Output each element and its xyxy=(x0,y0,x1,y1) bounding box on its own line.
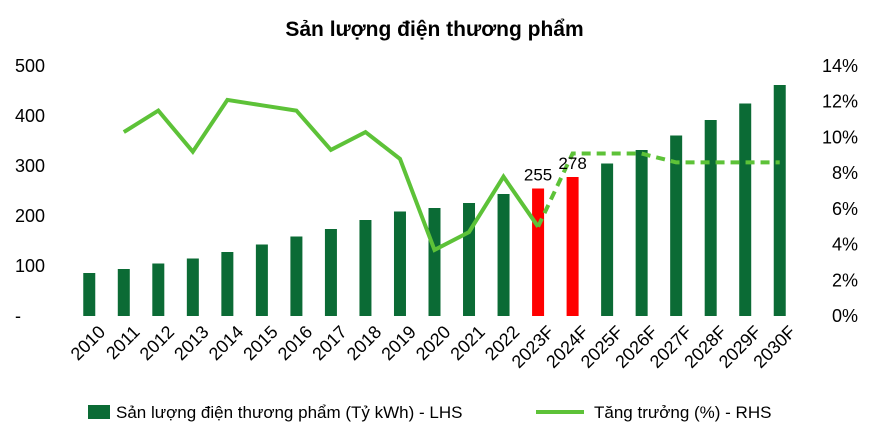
right-tick-label: 8% xyxy=(832,163,858,183)
right-tick-label: 6% xyxy=(832,199,858,219)
left-tick-label: 100 xyxy=(15,256,45,276)
legend: Sản lượng điện thương phẩm (Tỷ kWh) - LH… xyxy=(88,403,771,422)
x-tick-label: 2015 xyxy=(239,322,281,364)
legend-swatch-bar xyxy=(88,405,110,419)
bar-2028F xyxy=(704,120,717,316)
bar-2021 xyxy=(463,203,476,316)
x-tick-label: 2017 xyxy=(308,322,350,364)
right-axis: 0% 2% 4% 6% 8% 10% 12% 14% xyxy=(822,56,858,326)
bar-2012 xyxy=(152,263,165,316)
x-tick-label: 2018 xyxy=(343,322,385,364)
bar-2025F xyxy=(601,163,614,316)
bar-2011 xyxy=(117,269,130,316)
growth-line-series xyxy=(122,97,780,253)
legend-label-bar: Sản lượng điện thương phẩm (Tỷ kWh) - LH… xyxy=(116,403,462,422)
bar-2016 xyxy=(290,236,303,316)
bar-2019 xyxy=(393,211,406,316)
x-tick-label: 2020 xyxy=(412,322,454,364)
right-tick-label: 10% xyxy=(822,127,858,147)
bar-2030F xyxy=(773,85,786,316)
bar-2010 xyxy=(83,273,96,316)
left-tick-label: 400 xyxy=(15,106,45,126)
bar-2020 xyxy=(428,208,441,316)
left-tick-label: 500 xyxy=(15,56,45,76)
right-tick-label: 0% xyxy=(832,306,858,326)
right-tick-label: 14% xyxy=(822,56,858,76)
right-tick-label: 12% xyxy=(822,92,858,112)
x-tick-label: 2016 xyxy=(274,322,316,364)
bar-2013 xyxy=(186,258,199,316)
x-tick-label: 2021 xyxy=(446,322,488,364)
left-axis: - 100 200 300 400 500 xyxy=(15,56,45,326)
legend-label-line: Tăng trưởng (%) - RHS xyxy=(594,403,771,422)
x-tick-label: 2011 xyxy=(102,322,144,364)
bar-2026F xyxy=(635,150,648,316)
left-tick-label: 300 xyxy=(15,156,45,176)
bar-2023F xyxy=(532,188,545,316)
x-tick-label: 2014 xyxy=(205,322,247,364)
x-tick-label: 2010 xyxy=(67,322,109,364)
left-tick-label: - xyxy=(15,306,21,326)
right-tick-label: 2% xyxy=(832,270,858,290)
bar-2017 xyxy=(324,229,337,316)
chart-title: Sản lượng điện thương phẩm xyxy=(285,18,583,41)
bar-2029F xyxy=(739,103,752,316)
left-tick-label: 200 xyxy=(15,206,45,226)
bar-2018 xyxy=(359,220,372,316)
data-label-2023F: 255 xyxy=(524,166,552,185)
right-tick-label: 4% xyxy=(832,235,858,255)
bar-2022 xyxy=(497,194,510,316)
bar-series xyxy=(83,85,786,316)
bar-2024F xyxy=(566,177,579,316)
x-tick-label: 2013 xyxy=(170,322,212,364)
bar-2014 xyxy=(221,252,234,316)
data-label-2024F: 278 xyxy=(558,154,586,173)
x-tick-label: 2019 xyxy=(377,322,419,364)
data-labels: 255 278 xyxy=(524,154,587,185)
x-tick-label: 2012 xyxy=(136,322,178,364)
growth-line-forecast xyxy=(536,151,780,228)
x-axis: 2010201120122013201420152016201720182019… xyxy=(67,322,800,372)
growth-line-actual xyxy=(122,97,540,253)
bar-2027F xyxy=(670,135,683,316)
bar-2015 xyxy=(255,244,268,316)
